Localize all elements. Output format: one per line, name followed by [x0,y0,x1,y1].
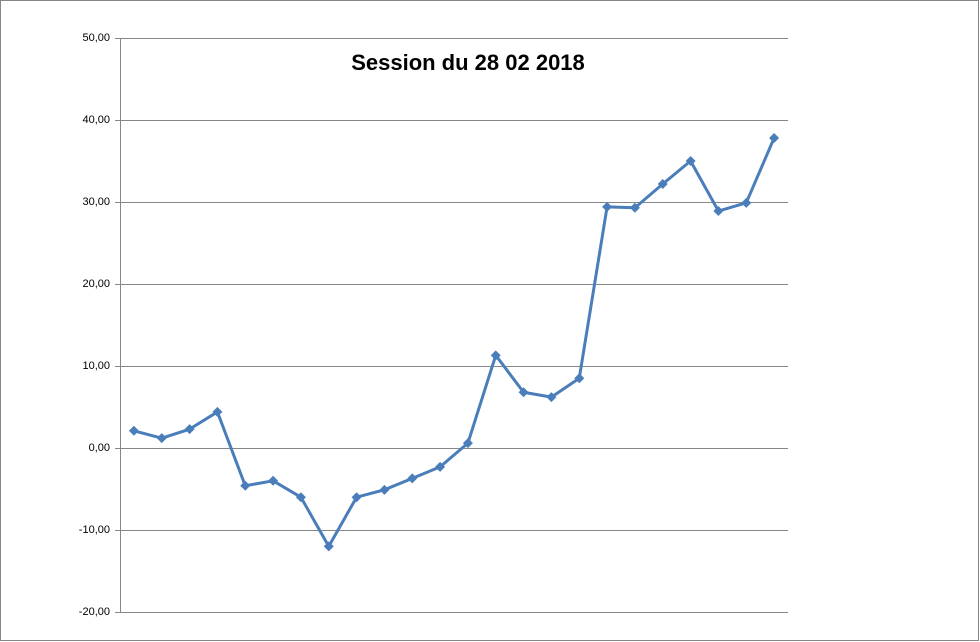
marker [128,425,139,436]
marker [490,350,501,361]
line [133,137,776,548]
marker [295,492,306,503]
marker [156,433,167,444]
y-tick-label: -10,00 [79,524,110,536]
marker [602,201,613,212]
marker [769,133,780,144]
marker [212,406,223,417]
marker [574,373,585,384]
marker [685,156,696,166]
marker [629,202,640,213]
marker [713,206,724,217]
marker [240,480,251,491]
marker [518,387,529,398]
marker [546,392,557,403]
marker [657,178,668,189]
marker [741,197,752,208]
marker [323,541,334,552]
marker [268,475,279,486]
y-tick-label: 0,00 [89,442,110,454]
marker [407,473,418,484]
marker [351,492,362,503]
marker [435,461,446,472]
y-tick-label: 30,00 [82,196,110,208]
y-tick-label: 50,00 [82,32,110,44]
y-tick-label: 20,00 [82,278,110,290]
chart-title: Session du 28 02 2018 [351,50,585,75]
marker [462,438,473,449]
y-tick-label: 10,00 [82,360,110,372]
marker [184,424,195,435]
marker [379,484,390,495]
y-tick-label: -20,00 [79,606,110,618]
y-tick-label: 40,00 [82,114,110,126]
